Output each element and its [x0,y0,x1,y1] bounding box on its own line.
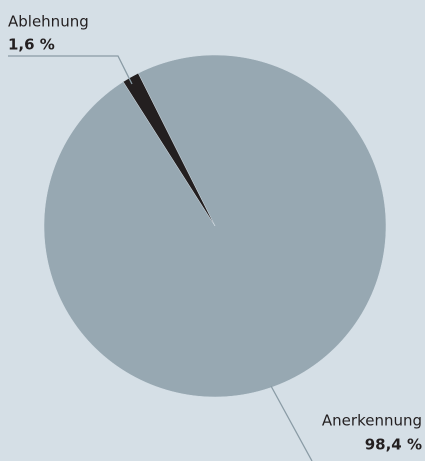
slice-label: Ablehnung [8,13,89,31]
value-label: 1,6 % [8,36,55,54]
value-label: 98,4 % [365,436,422,454]
leader-line [270,385,313,461]
pie-slice [122,72,216,227]
slice-label: Anerkennung [322,412,422,430]
leader-line [8,55,133,85]
pie [43,54,387,398]
